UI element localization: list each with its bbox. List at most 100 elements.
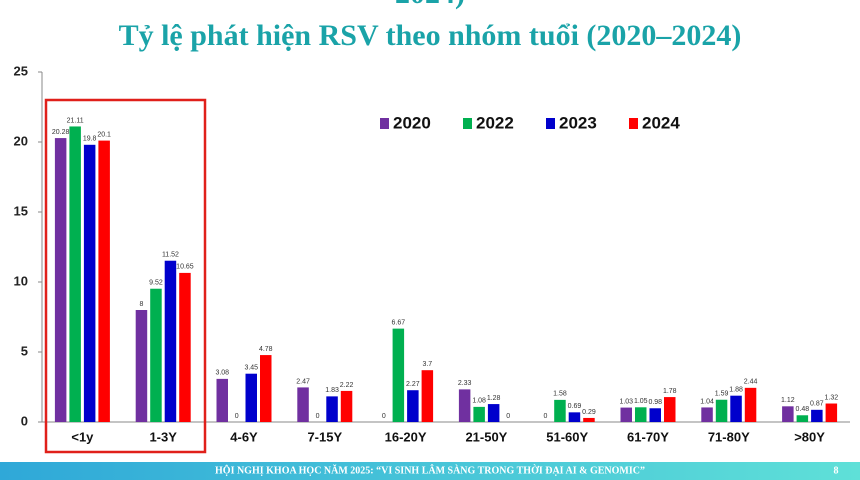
bar [407, 390, 419, 422]
page-number: 8 [834, 465, 839, 476]
bar [179, 272, 191, 422]
value-label: 1.78 [663, 388, 677, 395]
legend-label: 2022 [476, 113, 514, 132]
value-label: 9.52 [149, 280, 163, 287]
value-label: 1.32 [825, 394, 839, 401]
value-label: 1.12 [781, 397, 795, 404]
x-tick-label: 61-70Y [627, 429, 669, 444]
bar [135, 310, 148, 422]
chart-title: Tỷ lệ phát hiện RSV theo nhóm tuổi (2020… [119, 19, 742, 52]
bar [326, 396, 338, 422]
x-tick-label: >80Y [794, 429, 825, 444]
value-label: 2.22 [340, 382, 354, 389]
bar [715, 399, 728, 422]
value-label: 6.67 [392, 319, 406, 326]
value-label: 0 [235, 413, 239, 420]
value-label: 0.98 [648, 399, 662, 406]
y-tick-label: 15 [14, 203, 28, 218]
value-label: 1.88 [729, 387, 743, 394]
value-label: 0 [506, 413, 510, 420]
heading-fragment: 2024) [395, 0, 465, 10]
footer-bar [0, 462, 860, 480]
bar [473, 406, 485, 422]
value-label: 4.78 [259, 346, 273, 353]
legend-swatch [463, 118, 472, 129]
value-label: 1.04 [700, 398, 714, 405]
legend-swatch [380, 118, 389, 129]
value-label: 10.65 [176, 264, 194, 271]
value-label: 1.83 [325, 387, 339, 394]
value-label: 0 [543, 413, 547, 420]
value-label: 0.29 [582, 409, 596, 416]
bar [297, 387, 309, 422]
bar [340, 390, 353, 422]
legend-label: 2023 [559, 113, 597, 132]
bar [69, 126, 81, 423]
value-label: 1.05 [634, 398, 648, 405]
value-label: 3.7 [422, 361, 432, 368]
x-tick-label: 16-20Y [385, 429, 427, 444]
bar [568, 412, 581, 422]
y-tick-label: 10 [14, 273, 28, 288]
bar [392, 328, 405, 422]
bar [83, 144, 96, 423]
legend-label: 2024 [642, 113, 680, 132]
value-label: 1.58 [553, 391, 567, 398]
x-tick-label: <1y [71, 429, 94, 444]
x-tick-label: 71-80Y [708, 429, 750, 444]
value-label: 2.47 [296, 378, 310, 385]
bar [554, 399, 566, 422]
bar [54, 138, 67, 422]
bar [664, 397, 676, 422]
value-label: 0.48 [796, 406, 810, 413]
value-label: 1.03 [619, 398, 633, 405]
bar [730, 395, 742, 422]
bar [487, 404, 500, 422]
y-tick-label: 25 [14, 63, 28, 78]
value-label: 19.8 [83, 136, 97, 143]
value-label: 20.1 [97, 131, 111, 138]
footer-text: HỘI NGHỊ KHOA HỌC NĂM 2025: “VI SINH LÂM… [215, 463, 645, 476]
bar [245, 373, 257, 422]
y-tick-label: 20 [14, 133, 28, 148]
bar [150, 288, 162, 422]
bar [782, 406, 794, 422]
legend-swatch [546, 118, 555, 129]
bar [98, 140, 110, 422]
y-tick-label: 0 [21, 413, 28, 428]
value-label: 0.69 [568, 403, 582, 410]
legend-label: 2020 [393, 113, 431, 132]
value-label: 3.08 [215, 370, 229, 377]
legend-swatch [629, 118, 638, 129]
value-label: 0 [316, 413, 320, 420]
value-label: 0 [382, 413, 386, 420]
bar [216, 378, 228, 422]
bar [811, 409, 823, 422]
value-label: 3.45 [244, 365, 258, 372]
bar [421, 370, 434, 422]
value-label: 2.33 [458, 380, 472, 387]
value-label: 1.08 [472, 398, 486, 405]
y-tick-label: 5 [21, 343, 28, 358]
x-tick-label: 4-6Y [230, 429, 258, 444]
value-label: 2.44 [744, 379, 758, 386]
value-label: 21.11 [67, 117, 84, 124]
bar [458, 389, 471, 422]
highlight-box [44, 98, 207, 454]
value-label: 20.28 [52, 129, 70, 136]
x-tick-label: 21-50Y [465, 429, 507, 444]
x-tick-label: 51-60Y [546, 429, 588, 444]
value-label: 2.27 [406, 381, 420, 388]
value-label: 1.59 [715, 391, 729, 398]
bar [635, 407, 647, 422]
x-tick-label: 1-3Y [149, 429, 177, 444]
bar [649, 408, 661, 422]
value-label: 0.87 [810, 401, 824, 408]
bar [164, 260, 177, 422]
bar [260, 355, 272, 422]
bar [583, 417, 595, 422]
x-tick-label: 7-15Y [307, 429, 342, 444]
bar [825, 403, 838, 422]
